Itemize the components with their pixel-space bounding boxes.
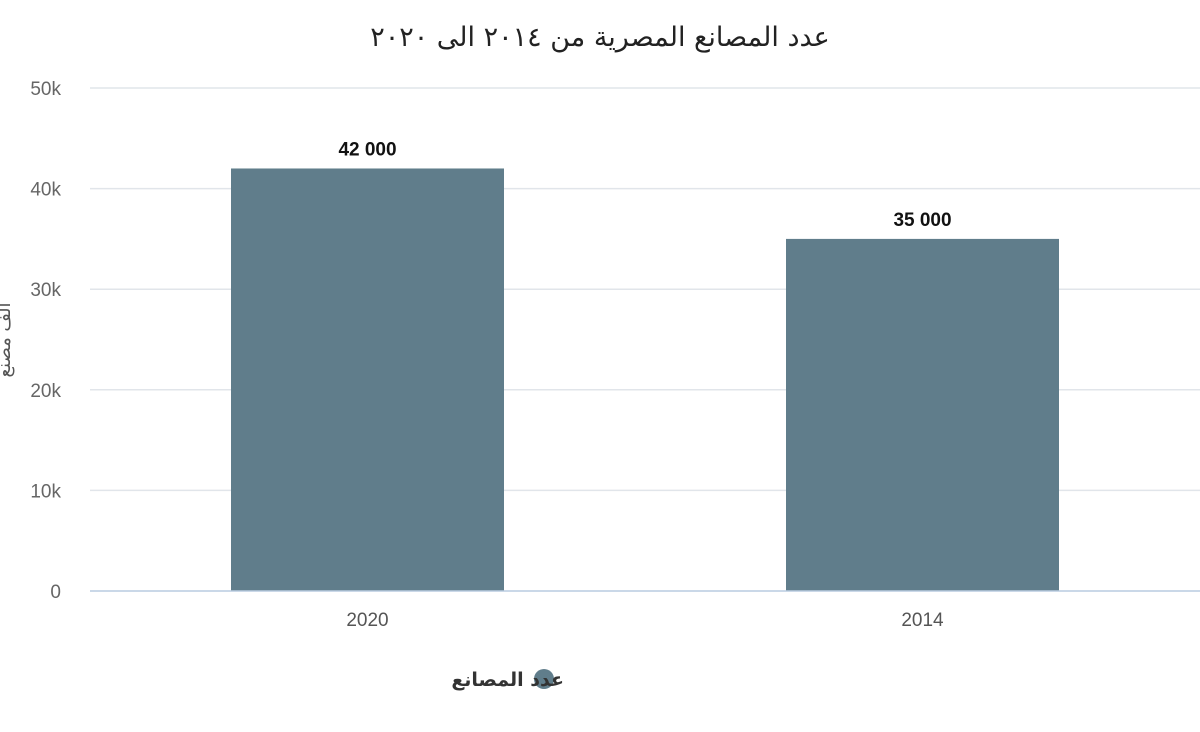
y-axis-ticks: 0 10k 20k 30k 40k 50k	[30, 79, 61, 603]
y-tick-label: 0	[50, 582, 61, 603]
bar-2014[interactable]	[786, 238, 1059, 591]
y-axis-label: الف مصنع	[0, 302, 15, 377]
x-axis-ticks: 2020 2014	[346, 610, 944, 631]
y-tick-label: 10k	[30, 481, 61, 502]
data-labels: 42 000 35 000	[338, 139, 951, 230]
legend[interactable]: عدد المصانع	[451, 669, 564, 691]
y-tick-label: 20k	[30, 381, 61, 402]
y-tick-label: 30k	[30, 280, 61, 301]
legend-marker	[534, 669, 554, 689]
x-tick-label-2020: 2020	[346, 610, 388, 631]
bars	[231, 168, 1059, 592]
x-tick-label-2014: 2014	[901, 610, 944, 631]
data-label-2020: 42 000	[338, 139, 396, 160]
bar-2020[interactable]	[231, 168, 504, 592]
data-label-2014: 35 000	[893, 210, 951, 231]
y-tick-label: 40k	[30, 180, 61, 201]
chart-title: عدد المصانع المصرية من ٢٠١٤ الى ٢٠٢٠	[370, 22, 830, 53]
y-tick-label: 50k	[30, 79, 61, 100]
legend-label: عدد المصانع	[451, 669, 564, 691]
